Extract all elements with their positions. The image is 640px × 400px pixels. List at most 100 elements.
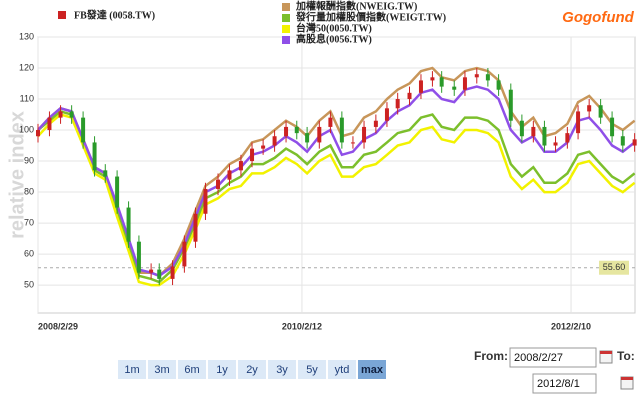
y-tick-label: 80 [24, 186, 34, 196]
candle-body [36, 130, 40, 137]
candle-body [576, 111, 581, 134]
reference-label: 55.60 [603, 262, 626, 272]
candle-body [182, 241, 187, 267]
legend-swatch [282, 14, 290, 22]
series-line [37, 113, 636, 287]
y-tick-label: 100 [19, 124, 34, 134]
candle-body [203, 188, 208, 214]
range-button[interactable] [148, 360, 176, 379]
y-tick-label: 70 [24, 217, 34, 227]
from-input[interactable] [509, 347, 597, 368]
legend-label: FB發達 (0058.TW) [74, 8, 155, 21]
candle-body [149, 269, 154, 273]
range-button[interactable] [118, 360, 146, 379]
range-button-label[interactable]: 3m [154, 364, 169, 376]
to-value: 2012/8/1 [537, 378, 580, 390]
range-button[interactable] [298, 360, 326, 379]
range-button-label[interactable]: max [361, 364, 384, 376]
candle-body [474, 74, 479, 78]
candle-body [373, 120, 378, 127]
from-label: From: [474, 349, 508, 363]
candle-body [439, 77, 444, 87]
range-button[interactable] [358, 360, 386, 379]
legend-swatch [282, 25, 290, 33]
candle-body [418, 80, 423, 93]
candle-body [462, 77, 467, 90]
candle-body [126, 207, 131, 242]
candle-body [284, 126, 289, 137]
candle-body [157, 269, 162, 279]
legend-label: 加權報酬指數(NWEIG.TW) [295, 0, 417, 12]
y-tick-label: 130 [19, 31, 34, 41]
candle-body [216, 179, 221, 189]
legend-swatch [282, 3, 290, 11]
candle-body [531, 126, 536, 137]
candle-body [81, 117, 86, 143]
candle-body [565, 133, 570, 143]
candle-body [92, 142, 97, 171]
candle-body [610, 117, 615, 137]
candle-body [519, 120, 524, 137]
range-button-label[interactable]: 1m [124, 364, 139, 376]
candle-body [227, 170, 232, 180]
candle-body [362, 126, 367, 143]
candle-body [261, 145, 266, 149]
calendar-icon-top [621, 377, 633, 380]
range-button-label[interactable]: 1y [216, 364, 228, 376]
candle-body [238, 161, 243, 171]
candle-body [384, 108, 389, 121]
y-tick-label: 110 [20, 93, 34, 103]
range-button-label[interactable]: 2y [246, 364, 258, 376]
candle-body [317, 126, 322, 143]
candle-body [508, 89, 513, 121]
legend-label: 台灣50(0050.TW) [296, 21, 372, 34]
calendar-icon-top [600, 351, 612, 354]
range-button-label[interactable]: ytd [335, 364, 350, 376]
candle-body [69, 111, 74, 118]
y-axis-label: relative index [6, 111, 28, 239]
candle-body [294, 126, 299, 134]
candle-body [620, 136, 625, 146]
legend-label: 發行量加權股價指數(WEIGT.TW) [295, 10, 446, 23]
range-button-label[interactable]: 6m [184, 364, 199, 376]
y-tick-label: 60 [24, 248, 34, 258]
legend-swatch [58, 11, 66, 19]
range-button[interactable] [178, 360, 206, 379]
range-button[interactable] [328, 360, 356, 379]
candle-body [339, 117, 344, 143]
y-tick-label: 120 [19, 62, 34, 72]
reference-label-box [599, 260, 629, 275]
range-button[interactable] [268, 360, 296, 379]
candle-body [170, 266, 175, 279]
to-label: To: [617, 349, 635, 363]
candle-body [250, 148, 255, 162]
x-tick-label: 2008/2/29 [38, 321, 78, 331]
candle-body [587, 105, 592, 112]
candle-body [542, 126, 547, 146]
candle-body [103, 170, 108, 177]
candle-body [350, 142, 355, 144]
candle-body [47, 117, 52, 131]
candle-body [553, 142, 558, 146]
to-input[interactable] [532, 373, 597, 394]
candle-body [407, 92, 412, 100]
legend-swatch [282, 36, 290, 44]
candle-body [485, 74, 490, 81]
plot-area [37, 36, 636, 314]
candle-body [193, 213, 198, 242]
range-button[interactable] [208, 360, 236, 379]
candle-body [598, 105, 603, 118]
x-tick-label: 2010/2/12 [282, 321, 322, 331]
candle-body [328, 117, 333, 127]
range-button[interactable] [238, 360, 266, 379]
range-button-label[interactable]: 3y [276, 364, 288, 376]
candle-body [496, 80, 501, 90]
candle-body [136, 241, 141, 273]
y-tick-label: 50 [24, 279, 34, 289]
candle-body [452, 86, 457, 90]
candle-body [632, 139, 637, 146]
range-button-label[interactable]: 5y [306, 364, 318, 376]
candle-body [430, 77, 435, 81]
y-tick-label: 90 [24, 155, 34, 165]
